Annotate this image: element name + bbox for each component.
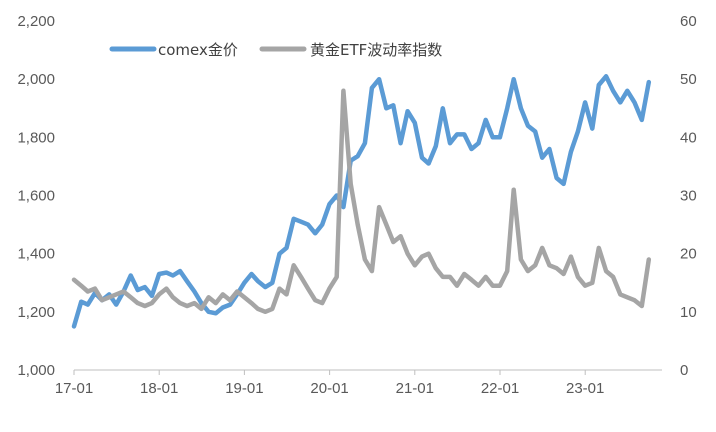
x-tick-label: 23-01 — [566, 380, 604, 397]
series-line-gold-price — [71, 74, 652, 329]
x-tick-label: 22-01 — [481, 380, 519, 397]
y-left-tick-label: 1,200 — [17, 304, 55, 321]
x-tick-label: 18-01 — [140, 380, 178, 397]
y-right-tick-label: 30 — [680, 188, 697, 205]
y-left-tick-label: 1,600 — [17, 188, 55, 205]
legend-label-etf-vol: 黄金ETF波动率指数 — [310, 41, 442, 59]
x-tick-label: 20-01 — [310, 380, 348, 397]
left-axis-ticks: 1,000 1,200 1,400 1,600 1,800 2,000 2,200 — [17, 13, 55, 379]
right-axis-ticks: 0 10 20 30 40 50 60 — [680, 13, 697, 379]
y-right-tick-label: 50 — [680, 71, 697, 88]
x-tick-label: 21-01 — [396, 380, 434, 397]
x-tick-label: 19-01 — [225, 380, 263, 397]
y-left-tick-label: 1,400 — [17, 246, 55, 263]
x-axis-ticks: 17-01 18-01 19-01 20-01 21-01 22-01 23-01 — [55, 370, 604, 397]
y-left-tick-label: 2,200 — [17, 13, 55, 30]
y-right-tick-label: 20 — [680, 246, 697, 263]
y-right-tick-label: 10 — [680, 304, 697, 321]
y-right-tick-label: 40 — [680, 129, 697, 146]
y-right-tick-label: 60 — [680, 13, 697, 30]
legend: comex金价 黄金ETF波动率指数 — [109, 41, 442, 59]
series-line-etf-volatility — [71, 88, 652, 315]
y-left-tick-label: 1,000 — [17, 362, 55, 379]
legend-label-gold: comex金价 — [158, 41, 238, 59]
y-left-tick-label: 1,800 — [17, 129, 55, 146]
y-left-tick-label: 2,000 — [17, 71, 55, 88]
plot-lines — [71, 74, 652, 329]
x-tick-label: 17-01 — [55, 380, 93, 397]
y-right-tick-label: 0 — [680, 362, 688, 379]
